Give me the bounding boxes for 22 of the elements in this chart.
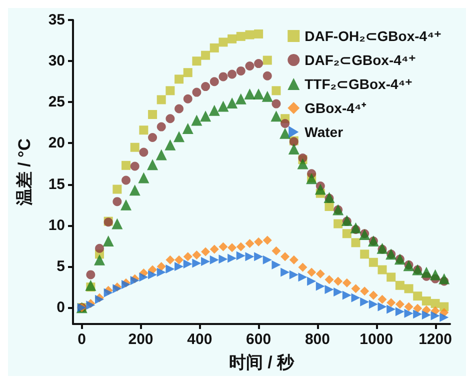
y-axis-title: 温差 / °C [15, 138, 34, 207]
x-tick-label: 600 [246, 331, 272, 348]
y-tick-label: 0 [56, 299, 65, 316]
legend-label: DAF-OH₂⊂GBox-4⁴⁺ [304, 28, 442, 44]
x-axis-title: 时间 / 秒 [228, 353, 296, 372]
x-tick-label: 0 [78, 331, 86, 348]
legend-label: GBox-4⁴⁺ [304, 100, 366, 116]
y-tick-label: 35 [48, 12, 65, 28]
x-tick-label: 400 [187, 331, 212, 348]
legend-label: DAF₂⊂GBox-4⁴⁺ [304, 52, 416, 68]
x-tick-label: 1200 [418, 331, 452, 348]
y-tick-label: 10 [48, 216, 65, 234]
y-tick-label: 20 [48, 134, 65, 152]
x-tick-label: 1000 [360, 331, 394, 348]
x-tick-label: 200 [128, 331, 154, 348]
legend-label: Water [304, 124, 344, 140]
y-tick-label: 15 [48, 176, 65, 193]
y-tick-label: 5 [56, 258, 65, 275]
x-tick-label: 800 [304, 331, 330, 348]
legend-label: TTF₂⊂GBox-4⁴⁺ [304, 76, 412, 92]
y-tick-label: 25 [48, 94, 65, 111]
y-tick-label: 30 [48, 52, 65, 70]
